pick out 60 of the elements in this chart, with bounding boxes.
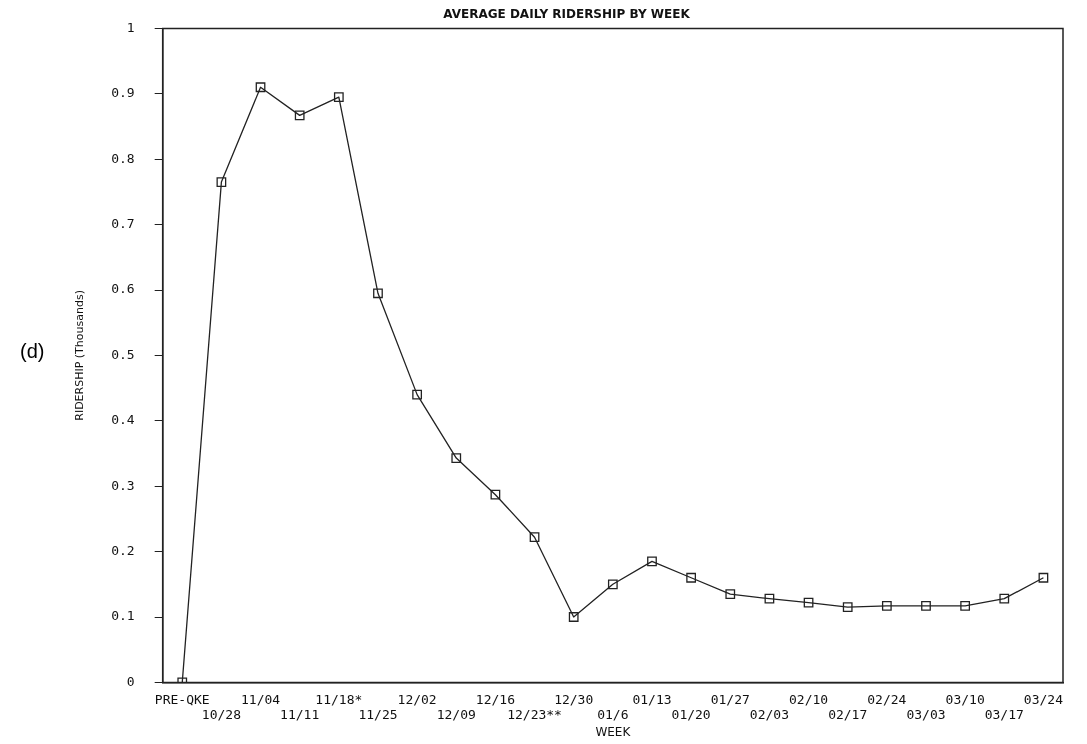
point [373, 288, 383, 299]
point [686, 572, 697, 583]
x-tick-label: 02/10 [788, 691, 829, 707]
point [842, 602, 853, 613]
point [960, 600, 971, 611]
point [490, 489, 501, 500]
text: (d) [20, 340, 45, 363]
x-tick-label: 03/10 [945, 691, 985, 707]
y-tick-label: 0.8 [111, 150, 135, 166]
point [881, 600, 892, 611]
x-tick-label: 12/30 [554, 691, 594, 707]
x-tick-label: 11/18* [315, 691, 363, 707]
chart-title: AVERAGE DAILY RIDERSHIP BY WEEK [443, 7, 691, 22]
point [568, 612, 579, 622]
point [529, 532, 540, 543]
y-tick-label: 0.7 [111, 215, 135, 231]
x-tick-label: 01/6 [597, 707, 629, 723]
x-tick-label: 02/24 [867, 691, 907, 707]
point [333, 92, 344, 102]
x-tick-label: PRE-QKE [154, 691, 210, 707]
y-tick-label: 0.6 [111, 281, 135, 297]
x-tick-label: 11/25 [358, 707, 398, 723]
x-tick-label: 02/17 [828, 707, 868, 723]
x-tick-label: 12/02 [397, 691, 437, 707]
point [451, 453, 462, 463]
x-axis-title: WEEK [595, 724, 632, 739]
x-tick-label: 10/28 [201, 707, 241, 723]
point [412, 389, 423, 400]
point [1038, 572, 1049, 583]
y-tick-label: 1 [126, 19, 135, 35]
point [294, 110, 305, 121]
x-tick-label: 03/03 [906, 707, 946, 723]
x-tick-label: 01/13 [632, 691, 672, 707]
x-tick-label: 12/16 [475, 691, 515, 707]
y-tick-label: 0.1 [111, 608, 135, 624]
x-tick-label: 11/04 [240, 691, 281, 707]
point [607, 579, 618, 590]
point [647, 556, 657, 567]
x-tick-label: 12/23** [507, 707, 562, 723]
point [764, 593, 775, 604]
y-tick-label: 0.3 [111, 477, 135, 493]
x-tick-label: 01/27 [710, 691, 750, 707]
y-tick-label: 0.5 [111, 346, 135, 362]
y-tick-label: 0.2 [111, 542, 135, 558]
point [921, 600, 931, 611]
x-tick-label: 03/24 [1023, 691, 1064, 707]
point [999, 593, 1010, 604]
x-tick-label: 01/20 [671, 707, 711, 723]
point [725, 589, 736, 599]
x-tick-label: 11/11 [280, 707, 320, 723]
y-tick-label: 0.4 [111, 412, 135, 428]
x-tick-label: 03/17 [984, 707, 1024, 723]
point [803, 597, 814, 608]
x-tick-label: 12/09 [436, 707, 476, 723]
y-tick-label: 0 [126, 673, 135, 689]
y-tick-label: 0.9 [111, 85, 135, 101]
y-axis-title: RIDERSHIP (Thousands) [73, 290, 87, 421]
x-tick-label: 02/03 [749, 707, 789, 723]
point [255, 82, 266, 93]
point [216, 177, 227, 187]
